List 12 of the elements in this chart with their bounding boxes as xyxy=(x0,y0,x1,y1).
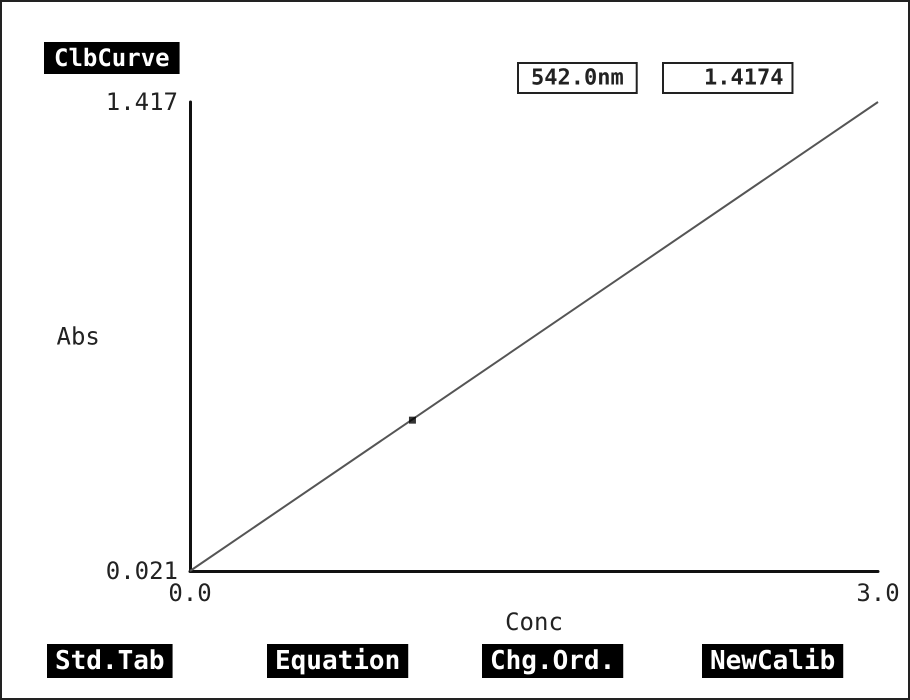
x-tick-label: 3.0 xyxy=(856,579,900,607)
text: Chg.Ord. xyxy=(490,646,616,676)
text: 542.0nm xyxy=(531,66,624,90)
x-tick-label: 0.0 xyxy=(168,579,212,607)
text: Std.Tab xyxy=(55,646,165,676)
y-axis-title: Abs xyxy=(56,322,100,350)
text: 1.4174 xyxy=(704,66,784,90)
y-tick-label: 1.417 xyxy=(106,88,178,116)
text: NewCalib xyxy=(710,646,836,676)
x-axis-title: Conc xyxy=(505,608,563,636)
chart-title: ClbCurve xyxy=(54,44,170,72)
text: Equation xyxy=(275,646,400,676)
